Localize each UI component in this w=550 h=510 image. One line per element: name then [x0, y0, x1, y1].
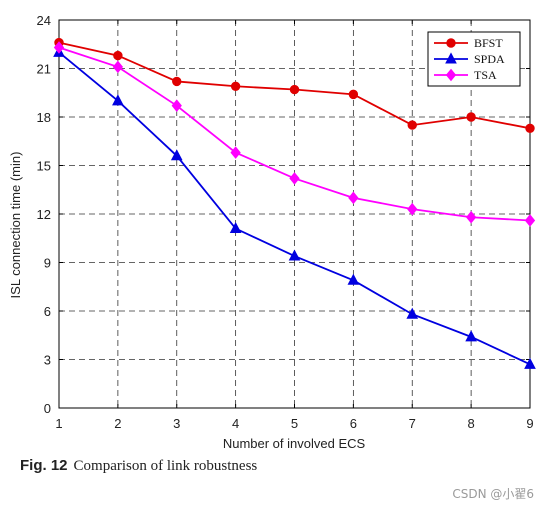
x-tick-label: 5: [291, 416, 298, 431]
x-tick-label: 7: [409, 416, 416, 431]
x-tick-label: 8: [468, 416, 475, 431]
x-tick-label: 9: [526, 416, 533, 431]
data-point-tsa: [289, 172, 300, 185]
data-point-tsa: [112, 60, 124, 74]
data-point-tsa: [230, 146, 241, 159]
caption-text: Comparison of link robustness: [73, 458, 258, 474]
data-point-bfst: [466, 112, 476, 122]
data-point-tsa: [524, 214, 536, 227]
data-point-bfst: [525, 123, 535, 134]
x-tick-label: 1: [55, 416, 62, 431]
data-point-tsa: [465, 210, 477, 224]
data-point-spda: [288, 249, 301, 261]
y-tick-label: 21: [37, 62, 51, 77]
data-point-spda: [170, 149, 183, 161]
x-axis-label: Number of involved ECS: [223, 436, 366, 451]
data-point-spda: [465, 330, 477, 342]
series-tsa: [53, 41, 536, 227]
data-point-bfst: [230, 81, 241, 91]
figure-caption: Fig. 12 Comparison of link robustness: [20, 457, 257, 475]
legend-marker-bfst: [446, 38, 456, 48]
legend-marker-tsa: [445, 68, 457, 82]
data-point-bfst: [172, 76, 182, 87]
x-tick-label: 3: [173, 416, 180, 431]
y-tick-label: 3: [44, 353, 51, 368]
legend: BFST SPDA TSA: [427, 31, 521, 87]
y-tick-label: 0: [44, 401, 51, 416]
y-tick-label: 24: [37, 13, 51, 28]
y-tick-label: 6: [44, 304, 51, 319]
legend-label-bfst: BFST: [474, 36, 503, 50]
series-spda: [53, 45, 536, 369]
data-point-bfst: [348, 89, 359, 100]
x-tick-label: 4: [232, 416, 239, 431]
data-point-spda: [406, 307, 419, 319]
data-point-spda: [229, 221, 242, 234]
plot-frame: [58, 19, 531, 409]
y-tick-label: 15: [37, 159, 51, 174]
series-layer: [53, 37, 536, 369]
data-point-tsa: [53, 41, 65, 54]
y-tick-label: 18: [37, 110, 51, 125]
y-axis-label: ISL connection time (min): [8, 152, 23, 299]
data-point-spda: [112, 94, 124, 106]
data-point-tsa: [348, 191, 359, 205]
y-tick-label: 12: [37, 207, 51, 222]
x-tick-label: 6: [350, 416, 357, 431]
x-tick-label: 2: [114, 416, 121, 431]
data-point-bfst: [289, 84, 300, 95]
legend-label-tsa: TSA: [474, 68, 497, 82]
data-point-spda: [347, 273, 360, 285]
data-point-tsa: [171, 99, 182, 112]
legend-marker-spda: [445, 52, 457, 64]
watermark: CSDN @小翟6: [452, 487, 534, 501]
data-point-spda: [524, 357, 536, 369]
y-tick-label: 9: [44, 256, 51, 271]
figure-number: Fig. 12: [20, 457, 68, 474]
legend-label-spda: SPDA: [474, 52, 505, 66]
data-point-bfst: [407, 120, 417, 130]
data-point-tsa: [407, 202, 418, 216]
data-point-bfst: [113, 50, 123, 61]
